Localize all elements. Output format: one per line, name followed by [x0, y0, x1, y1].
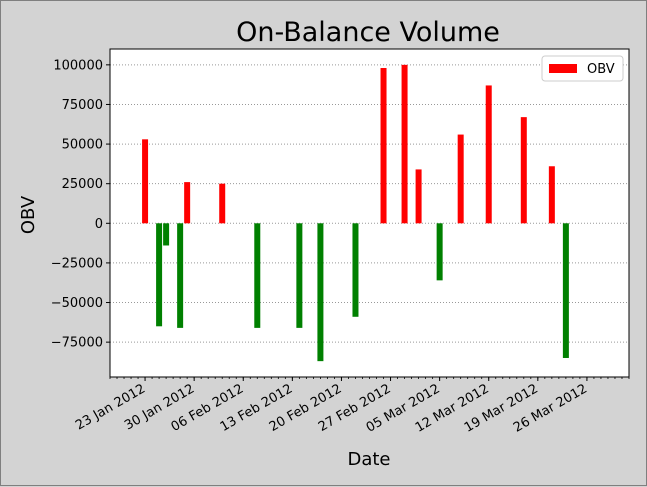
y-axis-title: OBV	[18, 195, 39, 234]
obv-bar	[380, 68, 387, 224]
obv-bar	[415, 169, 422, 224]
obv-bar	[156, 223, 163, 327]
y-tick-label: −75000	[51, 336, 103, 351]
y-tick-label: 75000	[62, 98, 103, 113]
obv-bar	[352, 223, 359, 317]
legend-label: OBV	[587, 62, 615, 77]
obv-bar	[485, 85, 492, 224]
obv-bar	[184, 182, 191, 224]
obv-bar	[163, 223, 170, 246]
x-axis-title: Date	[347, 449, 390, 470]
y-tick-label: −25000	[51, 256, 103, 271]
obv-bar	[520, 117, 527, 224]
legend-swatch	[549, 64, 577, 73]
obv-bar	[254, 223, 261, 328]
y-tick-label: 100000	[53, 58, 103, 73]
y-tick-label: −50000	[51, 296, 103, 311]
plot-area	[110, 49, 629, 377]
obv-bar	[177, 223, 184, 328]
obv-bar	[219, 183, 226, 224]
y-tick-label: 50000	[62, 138, 103, 153]
obv-bar	[401, 64, 408, 224]
obv-bar	[562, 223, 569, 358]
legend: OBV	[541, 55, 624, 82]
obv-bar	[317, 223, 324, 362]
y-axis-ticks: −75000 −50000 −25000 0 25000 50000 75000 100000	[51, 58, 110, 351]
obv-bar	[142, 139, 149, 224]
chart-title: On-Balance Volume	[236, 17, 500, 48]
y-tick-label: 0	[95, 217, 103, 232]
legend-box	[541, 55, 624, 82]
obv-bar	[548, 166, 555, 224]
obv-bar	[457, 134, 464, 224]
obv-bar	[296, 223, 303, 328]
obv-bar	[436, 223, 443, 281]
bars	[142, 64, 569, 362]
y-tick-label: 25000	[62, 177, 103, 192]
